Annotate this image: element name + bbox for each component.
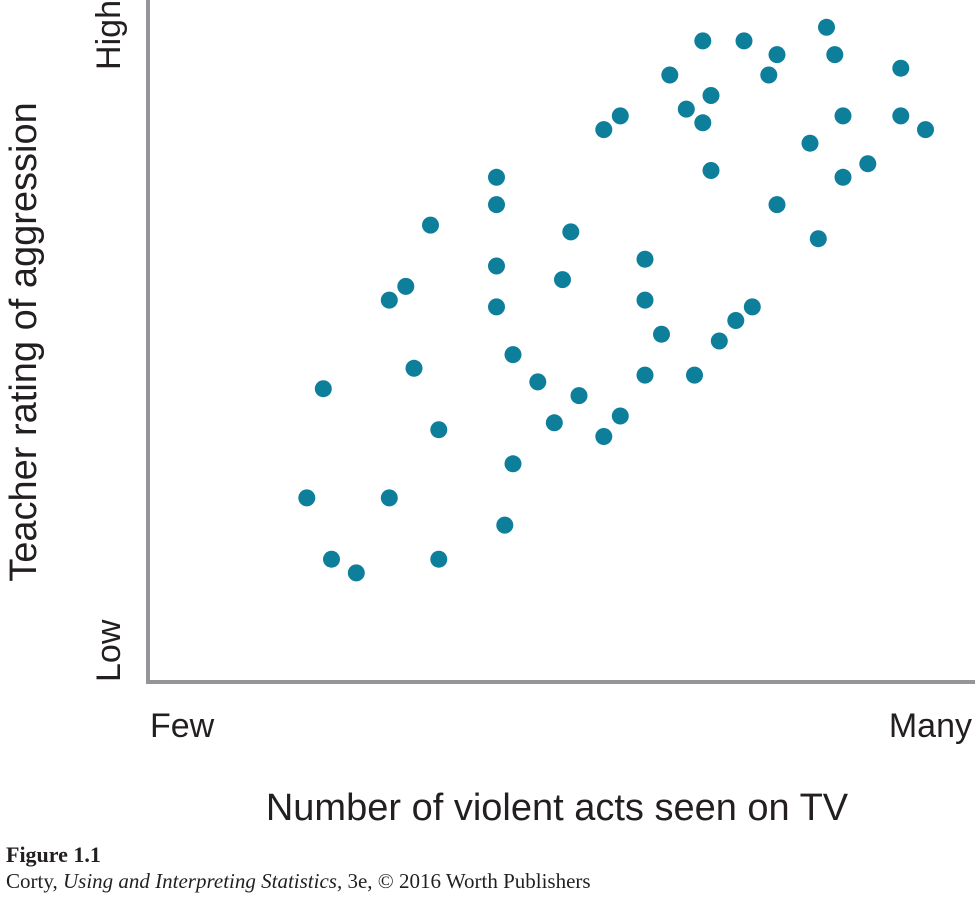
data-point-40 — [727, 312, 745, 329]
y-tick-label-high: High — [90, 0, 128, 70]
x-axis-label: Number of violent acts seen on TV — [266, 787, 849, 829]
data-point-34 — [686, 366, 703, 384]
data-point-22 — [562, 223, 580, 241]
data-point-26 — [611, 107, 629, 125]
data-point-51 — [834, 168, 852, 186]
x-tick-label-high: Many — [889, 707, 972, 745]
data-point-39 — [710, 332, 728, 350]
data-point-13 — [488, 196, 505, 214]
data-point-27 — [611, 407, 629, 425]
data-point-52 — [859, 155, 877, 173]
data-point-16 — [496, 516, 514, 534]
data-point-45 — [768, 196, 786, 214]
credit-author: Corty, — [6, 869, 63, 893]
data-point-41 — [735, 32, 753, 50]
data-point-37 — [702, 87, 720, 104]
data-point-35 — [694, 32, 712, 50]
data-point-9 — [422, 216, 439, 234]
y-axis-label: Teacher rating of aggression — [3, 102, 45, 582]
data-point-32 — [661, 66, 679, 84]
data-point-31 — [653, 325, 670, 343]
y-tick-label-low: Low — [90, 619, 128, 682]
data-point-20 — [545, 414, 563, 432]
data-point-7 — [397, 277, 415, 295]
figure-credit: Corty, Using and Interpreting Statistics… — [6, 869, 591, 894]
data-point-2 — [314, 380, 332, 398]
data-point-4 — [347, 564, 365, 582]
data-point-8 — [405, 359, 423, 377]
data-point-54 — [892, 107, 910, 125]
data-point-29 — [636, 291, 654, 309]
data-point-48 — [818, 18, 835, 36]
data-point-21 — [554, 271, 571, 289]
data-point-44 — [768, 46, 786, 64]
data-point-5 — [380, 291, 398, 309]
data-point-49 — [826, 46, 844, 64]
credit-edition: 3e, © 2016 Worth Publishers — [342, 869, 591, 893]
data-point-28 — [636, 250, 654, 268]
data-point-46 — [801, 134, 819, 152]
data-points — [298, 18, 934, 582]
data-point-3 — [323, 550, 340, 568]
data-point-11 — [430, 550, 448, 568]
data-point-53 — [892, 59, 910, 77]
data-point-43 — [760, 66, 778, 84]
data-point-24 — [595, 121, 613, 139]
credit-book-title: Using and Interpreting Statistics, — [62, 869, 343, 893]
data-point-33 — [677, 100, 695, 118]
x-tick-label-low: Few — [150, 707, 215, 745]
data-point-30 — [636, 366, 654, 384]
data-point-42 — [743, 298, 761, 316]
data-point-38 — [702, 162, 720, 179]
data-point-23 — [570, 387, 588, 405]
data-point-55 — [917, 121, 934, 139]
data-point-19 — [529, 373, 547, 391]
data-point-6 — [380, 489, 398, 507]
data-point-15 — [488, 298, 505, 316]
data-point-36 — [694, 114, 712, 132]
data-point-47 — [809, 230, 827, 248]
data-point-18 — [504, 455, 522, 473]
data-point-10 — [430, 421, 448, 439]
figure-label: Figure 1.1 — [6, 842, 101, 867]
data-point-50 — [834, 107, 852, 125]
data-point-12 — [488, 168, 505, 186]
data-point-1 — [298, 489, 316, 507]
data-point-14 — [488, 257, 505, 275]
data-point-25 — [595, 428, 613, 445]
data-point-17 — [504, 346, 522, 364]
